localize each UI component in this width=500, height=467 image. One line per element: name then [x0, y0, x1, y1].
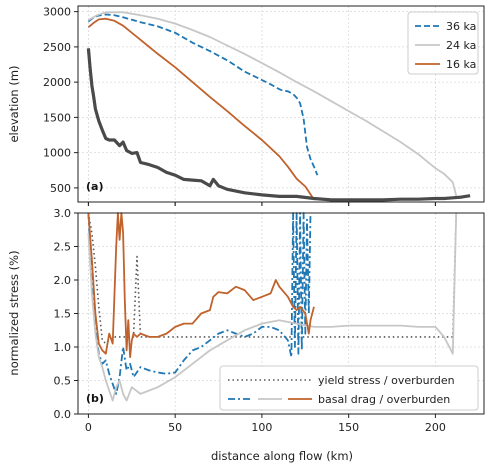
panel-a-grid — [78, 6, 484, 202]
legend-a-box — [407, 11, 479, 75]
legend-b-box — [219, 365, 479, 411]
panel-a-series — [86, 11, 471, 202]
y-tick-label: 1000 — [43, 147, 71, 160]
y-tick-label: 0.5 — [54, 375, 72, 388]
y-tick-label: 3.0 — [54, 207, 72, 220]
y-tick-label: 0.0 — [54, 408, 72, 421]
y-tick-label: 3000 — [43, 6, 71, 19]
x-tick-label: 0 — [85, 421, 92, 434]
legend-a-label: 36 ka — [446, 20, 476, 33]
y-tick-label: 500 — [50, 182, 71, 195]
legend-a-items: 36 ka 24 ka 16 ka — [415, 20, 476, 71]
x-tick-label: 50 — [168, 421, 182, 434]
series-line-24-ka — [87, 212, 458, 402]
panel-b-legend: yield stress / overburden basal drag / ov… — [219, 365, 479, 411]
panel-a: 500 1000 1500 2000 2500 3000 (a) elevation (m… — [7, 5, 485, 206]
panel-b: 0 50 100 150 200 0.0 0.5 1.0 1.5 2.0 2.5 3.0 (b) no… — [7, 207, 485, 463]
x-tick-label: 100 — [251, 421, 272, 434]
y-tick-label: 2.5 — [54, 241, 72, 254]
panel-a-tag: (a) — [86, 180, 103, 193]
y-tick-label: 1.5 — [54, 308, 72, 321]
panel-b-xlabel: distance along flow (km) — [211, 449, 353, 463]
y-tick-label: 2500 — [43, 41, 71, 54]
y-tick-label: 1500 — [43, 111, 71, 124]
panel-a-ylabel: elevation (m) — [7, 65, 21, 142]
legend-b-label-yield: yield stress / overburden — [318, 374, 455, 387]
series-line-36-ka — [87, 13, 319, 176]
legend-b-label-drag: basal drag / overburden — [318, 393, 450, 406]
x-tick-label: 200 — [425, 421, 446, 434]
y-tick-label: 2000 — [43, 76, 71, 89]
series-line-24-ka — [87, 11, 458, 196]
x-tick-label: 150 — [338, 421, 359, 434]
series-line-16-ka — [87, 17, 315, 201]
legend-a-label: 16 ka — [446, 58, 476, 71]
series-line-36-ka — [87, 212, 312, 395]
panel-b-tag: (b) — [86, 392, 104, 405]
panel-b-series — [87, 212, 458, 402]
series-line-bed — [86, 48, 471, 202]
panel-b-ylabel: normalized stress (%) — [7, 250, 21, 375]
panel-a-legend: 36 ka 24 ka 16 ka — [407, 11, 479, 75]
panel-a-frame — [77, 5, 485, 203]
series-line-16-ka — [87, 212, 315, 359]
legend-a-label: 24 ka — [446, 39, 476, 52]
series-line-yield-stress-overburden — [87, 212, 457, 345]
y-tick-label: 1.0 — [54, 341, 72, 354]
y-tick-label: 2.0 — [54, 274, 72, 287]
panel-b-ticks: 0 50 100 150 200 0.0 0.5 1.0 1.5 2.0 2.5 3.0 — [54, 207, 446, 434]
panel-a-ticks: 500 1000 1500 2000 2500 3000 — [43, 6, 436, 206]
legend-b-items: yield stress / overburden basal drag / ov… — [228, 374, 455, 406]
